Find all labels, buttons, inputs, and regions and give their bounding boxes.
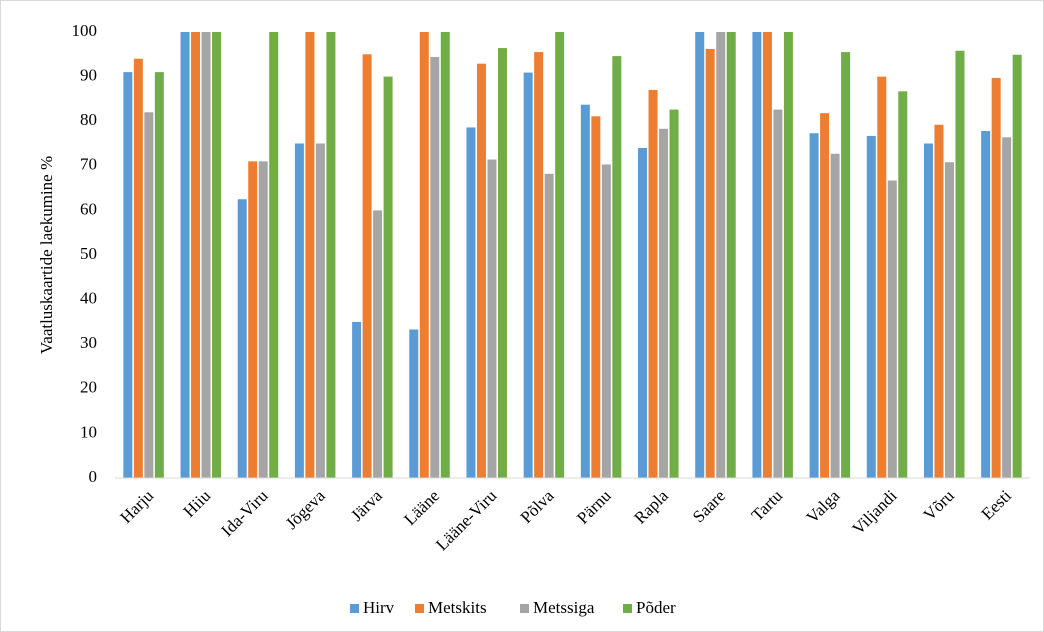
bar: [866, 135, 876, 478]
bar: [923, 143, 933, 478]
legend-label: Hirv: [363, 598, 395, 617]
y-axis-title: Vaatluskaartide laekumine %: [37, 156, 56, 354]
bar: [294, 143, 304, 478]
bar: [466, 127, 476, 478]
y-tick-label: 40: [80, 289, 97, 308]
bar: [1002, 137, 1012, 479]
bar: [638, 147, 648, 478]
bar: [191, 32, 201, 478]
legend-swatch: [520, 604, 529, 613]
bar: [212, 32, 222, 478]
legend-label: Põder: [636, 598, 676, 617]
bar: [248, 161, 258, 478]
bar: [487, 159, 497, 478]
bar: [726, 32, 736, 478]
bar: [898, 91, 908, 479]
bar: [944, 162, 954, 478]
bar: [669, 109, 679, 478]
bar: [305, 32, 315, 478]
bar: [591, 116, 601, 478]
y-tick-label: 80: [80, 110, 97, 129]
bar: [612, 56, 622, 479]
bar: [373, 210, 383, 478]
bar: [201, 32, 211, 478]
bar: [841, 52, 851, 478]
bar: [695, 32, 705, 478]
bar: [981, 131, 991, 478]
y-tick-label: 70: [80, 155, 97, 174]
bar: [555, 32, 565, 478]
bar: [955, 50, 965, 479]
bar: [362, 54, 372, 479]
bar: [580, 104, 590, 478]
bar: [934, 124, 944, 478]
bar: [133, 58, 143, 478]
y-tick-label: 50: [80, 244, 97, 263]
bar: [154, 72, 164, 478]
y-tick-label: 60: [80, 199, 97, 218]
bar: [773, 109, 783, 478]
bar: [258, 161, 268, 478]
bar: [123, 72, 133, 478]
bar: [180, 32, 190, 478]
legend-swatch: [350, 604, 359, 613]
bar: [237, 199, 247, 478]
legend-label: Metssiga: [533, 598, 595, 617]
bar: [315, 143, 325, 478]
bar: [716, 32, 726, 478]
y-tick-label: 30: [80, 333, 97, 352]
bar: [820, 113, 830, 478]
y-tick-label: 10: [80, 422, 97, 441]
bar: [991, 77, 1001, 479]
bar: [534, 52, 544, 478]
bar: [430, 56, 440, 478]
bar: [783, 32, 793, 478]
bar: [544, 173, 554, 478]
bar: [762, 32, 772, 478]
legend-swatch: [623, 604, 632, 613]
bar: [144, 112, 154, 478]
bar: [476, 63, 486, 478]
bar: [659, 128, 669, 479]
bar: [601, 164, 611, 478]
bar: [440, 32, 450, 478]
bar: [383, 76, 393, 478]
bar: [648, 89, 658, 478]
bar: [887, 180, 897, 478]
bar: [1012, 54, 1022, 478]
bar: [419, 32, 429, 478]
bar: [523, 72, 533, 478]
bar: [269, 32, 279, 478]
y-tick-label: 0: [89, 467, 98, 486]
bar: [752, 32, 762, 478]
bar: [409, 329, 419, 478]
bar: [705, 48, 715, 478]
bar: [497, 48, 507, 478]
bar: [830, 153, 840, 478]
y-tick-label: 90: [80, 66, 97, 85]
bar: [326, 32, 336, 478]
bar: [809, 133, 819, 478]
legend-swatch: [415, 604, 424, 613]
y-tick-label: 100: [72, 21, 98, 40]
legend-label: Metskits: [428, 598, 487, 617]
bar: [352, 321, 362, 478]
bar: [877, 76, 887, 478]
y-tick-label: 20: [80, 378, 97, 397]
